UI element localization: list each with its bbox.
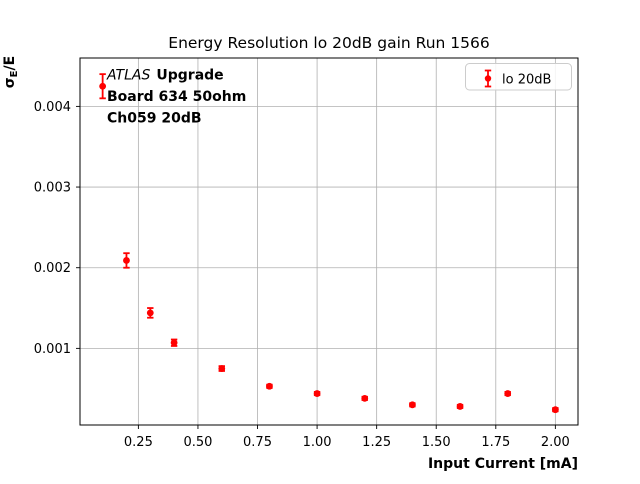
data-point-1.4	[408, 401, 416, 409]
annotation-atlas: ATLAS	[106, 68, 150, 84]
data-point-0.1	[99, 73, 107, 100]
annotation-upgrade: Upgrade	[156, 68, 223, 84]
marker-dot	[408, 401, 416, 409]
axis-ticks: 0.25 0.50 0.75 1.00 1.25 1.50 1.75 2.00 0.001 0.0…	[34, 100, 570, 450]
marker-dot	[146, 309, 154, 317]
annotation-line-1: ATLAS Upgrade	[106, 68, 224, 84]
y-axis-label-symbol: σ	[2, 77, 18, 88]
series-lo-20db	[99, 73, 559, 414]
marker-dot	[123, 257, 130, 264]
marker-dot	[456, 403, 464, 410]
grid-lines	[80, 58, 578, 425]
x-tick-label-0.50: 0.50	[183, 435, 212, 450]
marker-dot	[266, 382, 273, 390]
marker-dot	[170, 339, 178, 347]
data-point-1.2	[361, 394, 369, 402]
y-tick-label-0.002: 0.002	[34, 261, 71, 276]
x-tick-label-0.25: 0.25	[124, 435, 153, 450]
legend-label: lo 20dB	[502, 73, 551, 88]
y-axis-label: σE/E	[2, 56, 20, 88]
x-tick-label-1.25: 1.25	[362, 435, 391, 450]
x-tick-label-1.00: 1.00	[303, 435, 332, 450]
x-tick-label-2.00: 2.00	[541, 435, 570, 450]
annotation-line-2: Board 634 50ohm	[107, 89, 246, 105]
x-tick-label-1.75: 1.75	[481, 435, 510, 450]
data-point-0.8	[266, 382, 273, 390]
marker-dot	[551, 406, 559, 414]
data-point-0.2	[123, 252, 130, 269]
legend: lo 20dB	[465, 63, 572, 91]
marker-dot	[313, 390, 321, 397]
y-tick-label-0.004: 0.004	[34, 100, 71, 115]
x-axis-label: Input Current [mA]	[428, 456, 578, 472]
y-tick-label-0.001: 0.001	[34, 342, 71, 357]
data-point-0.3	[146, 307, 154, 319]
x-tick-label-0.75: 0.75	[243, 435, 272, 450]
y-tick-label-0.003: 0.003	[34, 181, 71, 196]
x-tick-label-1.50: 1.50	[422, 435, 451, 450]
marker-dot	[504, 390, 512, 397]
legend-errorbar-marker-icon	[484, 69, 492, 88]
plot-border	[79, 57, 579, 426]
annotation-line-3: Ch059 20dB	[107, 111, 202, 127]
data-point-2	[551, 406, 559, 414]
data-point-0.6	[218, 365, 226, 372]
legend-box	[465, 63, 572, 91]
y-axis-label-subscript: E	[9, 70, 20, 77]
data-point-1.8	[504, 390, 512, 397]
marker-dot	[218, 365, 226, 372]
chart-title: Energy Resolution lo 20dB gain Run 1566	[168, 34, 489, 52]
data-point-0.4	[170, 338, 178, 347]
y-axis-label-suffix: /E	[2, 56, 18, 71]
data-point-1.6	[456, 403, 464, 410]
marker-dot	[99, 82, 107, 90]
marker-dot	[361, 394, 369, 402]
annotation: ATLAS Upgrade Board 634 50ohm Ch059 20dB	[106, 68, 246, 127]
data-point-1	[313, 390, 321, 397]
